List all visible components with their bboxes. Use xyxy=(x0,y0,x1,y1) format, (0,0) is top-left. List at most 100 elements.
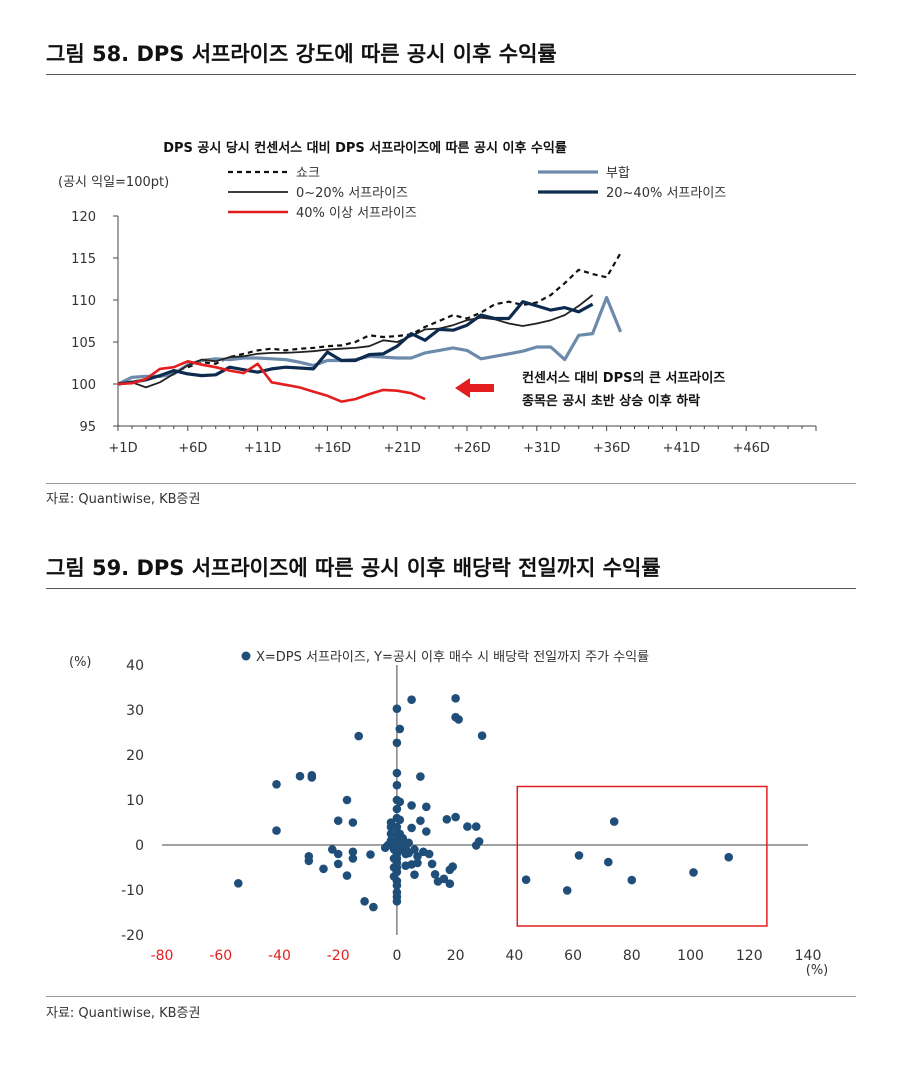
scatter-point xyxy=(574,851,584,860)
scatter-point xyxy=(404,838,414,848)
scatter-point xyxy=(454,715,463,724)
legend-label-underperform: 부합 xyxy=(606,166,630,181)
scatter-point xyxy=(439,874,449,884)
x-tick-label: 0 xyxy=(392,948,401,964)
scatter-point xyxy=(445,879,455,888)
scatter-point xyxy=(333,816,343,825)
legend-label-s20_40: 20~40% 서프라이즈 xyxy=(606,186,726,201)
fig59-source: 자료: Quantiwise, KB증권 xyxy=(46,1006,201,1021)
scatter-point xyxy=(354,731,364,741)
scatter-point xyxy=(395,797,405,807)
scatter-point xyxy=(333,859,343,869)
y-tick-label: 95 xyxy=(79,420,96,435)
scatter-chart: X=DPS 서프라이즈, Y=공시 이후 매수 시 배당락 전일까지 주가 수익… xyxy=(69,650,829,978)
scatter-point xyxy=(295,771,305,781)
legend-label-shock: 쇼크 xyxy=(296,166,320,181)
x-tick-label: 40 xyxy=(505,948,523,964)
scatter-point xyxy=(442,815,452,824)
scatter-point xyxy=(392,897,402,906)
scatter-point xyxy=(392,804,402,814)
scatter-point xyxy=(392,780,402,790)
scatter-point xyxy=(395,815,405,825)
x-tick-label: 100 xyxy=(677,948,704,964)
fig58-source: 자료: Quantiwise, KB증권 xyxy=(46,492,201,507)
line-chart-title: DPS 공시 당시 컨센서스 대비 DPS 서프라이즈에 따른 공시 이후 수익… xyxy=(163,140,567,156)
y-tick-label: -10 xyxy=(121,883,144,899)
fig59-title-rule xyxy=(46,588,856,589)
scatter-point xyxy=(348,847,358,857)
x-tick-label: 120 xyxy=(736,948,763,964)
x-axis-unit: (%) xyxy=(806,963,829,978)
scatter-point xyxy=(366,850,375,859)
scatter-point xyxy=(369,902,378,912)
scatter-point xyxy=(348,818,358,827)
scatter-point xyxy=(348,854,358,863)
x-tick-label: +36D xyxy=(593,441,630,456)
scatter-point xyxy=(424,849,434,859)
scatter-point xyxy=(410,870,419,879)
x-tick-label: +41D xyxy=(663,441,700,456)
scatter-point xyxy=(395,724,405,734)
scatter-point xyxy=(609,817,619,826)
legend-marker-scatter xyxy=(241,651,251,661)
scatter-point xyxy=(422,802,431,812)
y-tick-label: 20 xyxy=(126,748,144,764)
scatter-point xyxy=(474,837,484,846)
fig58-title: 그림 58. DPS 서프라이즈 강도에 따른 공시 이후 수익률 xyxy=(46,42,557,66)
scatter-point xyxy=(234,879,243,888)
scatter-point xyxy=(360,897,369,906)
legend-label-s40plus: 40% 이상 서프라이즈 xyxy=(296,206,417,221)
scatter-point xyxy=(451,812,460,822)
x-tick-label: +26D xyxy=(453,441,490,456)
scatter-point xyxy=(342,795,352,805)
scatter-point xyxy=(304,856,314,866)
x-tick-label: +1D xyxy=(108,441,137,456)
scatter-point xyxy=(448,862,458,871)
scatter-point xyxy=(407,823,416,833)
y-tick-label: 40 xyxy=(126,658,144,674)
x-tick-label: 60 xyxy=(564,948,582,964)
scatter-point xyxy=(392,822,402,832)
scatter-point xyxy=(562,886,572,895)
scatter-point xyxy=(689,868,698,877)
scatter-point xyxy=(392,738,402,748)
annotation-line-2: 종목은 공시 초반 상승 이후 하락 xyxy=(522,393,700,409)
x-tick-label: 140 xyxy=(795,948,822,964)
annotation-line-1: 컨센서스 대비 DPS의 큰 서프라이즈 xyxy=(522,370,725,386)
x-tick-label: +46D xyxy=(732,441,769,456)
scatter-point xyxy=(413,858,422,868)
x-tick-label: +31D xyxy=(523,441,560,456)
y-tick-label: 10 xyxy=(126,793,144,809)
x-tick-label: -80 xyxy=(151,948,174,964)
y-tick-label: 110 xyxy=(71,294,96,309)
scatter-point xyxy=(471,822,481,831)
series-line-s20_40 xyxy=(117,300,594,386)
x-tick-label: +6D xyxy=(178,441,207,456)
y-tick-label: 100 xyxy=(71,378,96,393)
y-axis-unit: (%) xyxy=(69,655,92,670)
scatter-point xyxy=(422,827,431,836)
scatter-point xyxy=(451,694,460,703)
scatter-point xyxy=(521,875,531,884)
scatter-point xyxy=(430,870,440,879)
x-tick-label: +21D xyxy=(383,441,420,456)
annotation-arrow xyxy=(455,378,494,398)
fig58-title-rule xyxy=(46,74,856,75)
scatter-point xyxy=(463,822,472,831)
series-line-s0_20 xyxy=(117,294,594,389)
fig59-source-rule xyxy=(46,996,856,997)
series-line-shock xyxy=(117,252,622,386)
series-line-s40plus xyxy=(117,360,426,403)
scatter-point xyxy=(416,816,425,825)
scatter-point xyxy=(392,768,402,778)
x-tick-label: 80 xyxy=(623,948,641,964)
scatter-point xyxy=(307,773,317,782)
x-tick-label: +16D xyxy=(314,441,351,456)
scatter-point xyxy=(427,859,437,869)
fig58-source-rule xyxy=(46,483,856,484)
y-tick-label: 30 xyxy=(126,703,144,719)
y-tick-label: -20 xyxy=(121,928,144,944)
x-tick-label: -60 xyxy=(209,948,232,964)
scatter-point xyxy=(386,822,396,832)
scatter-point xyxy=(407,801,416,810)
